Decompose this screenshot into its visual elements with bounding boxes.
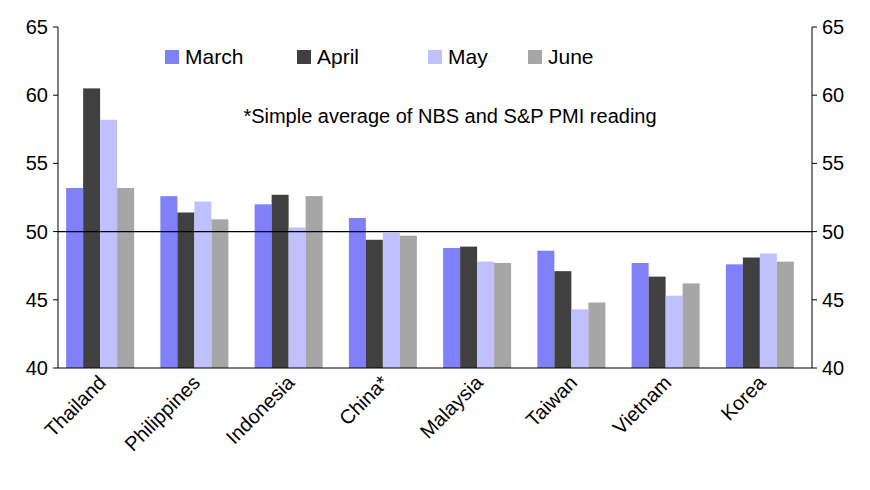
bar [460, 247, 477, 368]
y-tick [53, 299, 58, 300]
y-tick [53, 95, 58, 96]
y-tick-right [812, 27, 817, 28]
bar [683, 283, 700, 368]
y-tick-label: 60 [26, 84, 48, 106]
bar [666, 296, 683, 368]
x-axis [58, 368, 812, 369]
y-tick-right [812, 95, 817, 96]
x-tick-label: Malaysia [416, 371, 488, 443]
bars [66, 88, 794, 368]
bar [349, 218, 366, 368]
bar [272, 195, 289, 368]
annotation: *Simple average of NBS and S&P PMI readi… [243, 105, 656, 127]
y-tick-label: 45 [26, 289, 48, 311]
x-tick-label: Vietnam [608, 371, 675, 438]
bar [194, 202, 211, 368]
y-tick-label-right: 45 [822, 289, 844, 311]
y-tick [53, 163, 58, 164]
bar [443, 248, 460, 368]
bar [177, 213, 194, 368]
y-tick-label: 55 [26, 152, 48, 174]
y-tick-label: 50 [26, 221, 48, 243]
x-tick-label: Philippines [120, 371, 204, 455]
bar [383, 233, 400, 368]
bar [726, 264, 743, 368]
bar [760, 253, 777, 368]
bar [777, 262, 794, 368]
bar [554, 271, 571, 368]
bar [211, 219, 228, 368]
bar [66, 188, 83, 368]
y-axis [58, 27, 59, 368]
legend: March April May June [165, 45, 594, 68]
legend-label: June [548, 45, 594, 68]
legend-swatch [297, 50, 311, 64]
bar [632, 263, 649, 368]
y-tick-right [812, 368, 817, 369]
bar [160, 196, 177, 368]
y-tick-label-right: 55 [822, 152, 844, 174]
y-tick-label-right: 50 [822, 221, 844, 243]
bar [649, 277, 666, 368]
x-tick-label: China* [335, 371, 393, 429]
y-tick [53, 27, 58, 28]
bar [83, 88, 100, 368]
legend-swatch [165, 50, 179, 64]
y-tick-label: 65 [26, 16, 48, 38]
bar [366, 240, 383, 368]
y-tick [53, 368, 58, 369]
x-tick-label: Korea [716, 371, 770, 425]
bar [255, 204, 272, 368]
bar [100, 120, 117, 368]
bar [289, 228, 306, 368]
reference-line [58, 231, 812, 232]
bar [494, 263, 511, 368]
legend-swatch [528, 50, 542, 64]
bar [477, 262, 494, 368]
bar [743, 258, 760, 368]
bar [400, 236, 417, 368]
bar [537, 251, 554, 368]
y-tick-label-right: 40 [822, 357, 844, 379]
bar [588, 303, 605, 368]
y-tick-label-right: 65 [822, 16, 844, 38]
bar [117, 188, 134, 368]
y-tick-right [812, 299, 817, 300]
bar [306, 196, 323, 368]
chart: 40 40 45 45 50 50 55 55 60 60 65 65 ThailandPhilippi… [0, 0, 870, 490]
y-tick-right [812, 163, 817, 164]
bar [571, 309, 588, 368]
y-axis-right [812, 27, 813, 368]
legend-label: May [448, 45, 488, 68]
legend-label: March [185, 45, 243, 68]
y-tick-label: 40 [26, 357, 48, 379]
y-tick-label-right: 60 [822, 84, 844, 106]
legend-label: April [317, 45, 359, 68]
y-tick-right [812, 231, 817, 232]
y-tick [53, 231, 58, 232]
x-tick-label: Taiwan [522, 371, 582, 431]
x-tick-label: Indonesia [222, 371, 300, 449]
x-tick-label: Thailand [40, 371, 110, 441]
legend-swatch [428, 50, 442, 64]
